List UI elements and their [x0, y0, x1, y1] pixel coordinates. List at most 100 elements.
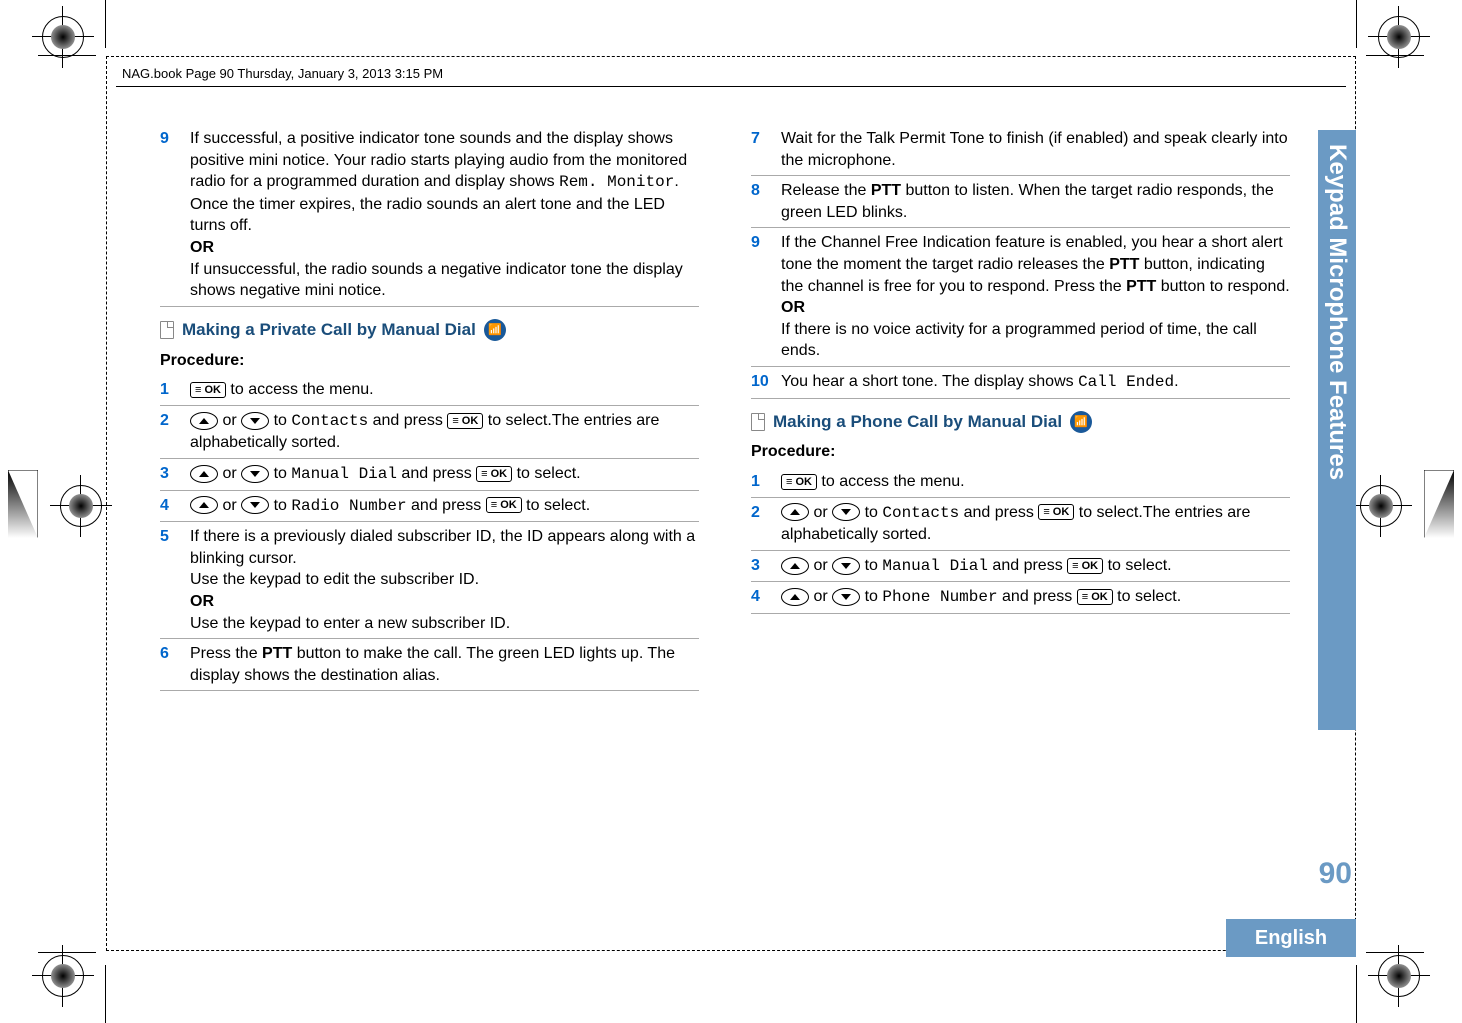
ok-key-icon: ≡ OK [447, 413, 483, 429]
text: to [269, 412, 291, 429]
text: Use the keypad to enter a new subscriber… [190, 615, 510, 632]
text: to [269, 465, 291, 482]
up-key-icon [781, 557, 809, 575]
step-5: 5 If there is a previously dialed subscr… [160, 521, 699, 638]
ok-key-icon: ≡ OK [486, 497, 522, 513]
crop-mark [1366, 952, 1424, 953]
mono-text: Contacts [291, 412, 368, 430]
text: Release the [781, 182, 871, 199]
mono-text: Manual Dial [882, 557, 988, 575]
text: You hear a short tone. The display shows [781, 373, 1078, 390]
step-body: or to Manual Dial and press ≡ OK to sele… [781, 555, 1290, 578]
step-body: Wait for the Talk Permit Tone to finish … [781, 128, 1290, 171]
text: to select. [1113, 588, 1181, 605]
crop-mark [105, 965, 106, 1023]
text: to [860, 588, 882, 605]
step-3r: 3 or to Manual Dial and press ≡ OK to se… [751, 550, 1290, 582]
step-9: 9 If successful, a positive indicator to… [160, 124, 699, 306]
step-num: 5 [160, 526, 180, 634]
header-line [116, 86, 1346, 87]
up-key-icon [190, 496, 218, 514]
text: to select. [1103, 557, 1171, 574]
text: or [809, 557, 832, 574]
ok-key-icon: ≡ OK [1038, 504, 1074, 520]
mono-text: Call Ended [1078, 373, 1174, 391]
crop-mark [1356, 0, 1357, 48]
crop-mark [1366, 55, 1424, 56]
section-title-private: Making a Private Call by Manual Dial 📶 [160, 319, 699, 342]
or-label: OR [190, 593, 214, 610]
grayscale-bar-icon [8, 470, 38, 538]
text: button to respond. [1156, 278, 1289, 295]
step-2r: 2 or to Contacts and press ≡ OK to selec… [751, 497, 1290, 550]
page-icon [160, 321, 174, 339]
step-body: or to Manual Dial and press ≡ OK to sele… [190, 463, 699, 486]
procedure-label: Procedure: [160, 350, 699, 372]
text: to select. [512, 465, 580, 482]
mono-text: Contacts [882, 504, 959, 522]
step-body: If there is a previously dialed subscrib… [190, 526, 699, 634]
procedure-label: Procedure: [751, 441, 1290, 463]
text: or [218, 465, 241, 482]
reg-mark [42, 955, 84, 997]
language-bar: English [1226, 919, 1356, 957]
step-body: If successful, a positive indicator tone… [190, 128, 699, 302]
mono-text: Rem. Monitor [559, 173, 674, 191]
up-key-icon [190, 465, 218, 483]
or-label: OR [781, 299, 805, 316]
text: and press [959, 504, 1038, 521]
crop-mark [38, 55, 96, 56]
text: or [809, 504, 832, 521]
text: or [809, 588, 832, 605]
text: and press [368, 412, 447, 429]
text: to access the menu. [226, 381, 374, 398]
text: or [218, 497, 241, 514]
step-4r: 4 or to Phone Number and press ≡ OK to s… [751, 581, 1290, 613]
step-8: 8 Release the PTT button to listen. When… [751, 175, 1290, 227]
reg-mark [1378, 955, 1420, 997]
mono-text: Manual Dial [291, 465, 397, 483]
up-key-icon [781, 503, 809, 521]
step-num: 10 [751, 371, 771, 394]
title-text: Making a Private Call by Manual Dial [182, 319, 476, 342]
down-key-icon [241, 465, 269, 483]
divider [160, 306, 699, 307]
text: If there is a previously dialed subscrib… [190, 528, 695, 567]
step-4: 4 or to Radio Number and press ≡ OK to s… [160, 490, 699, 522]
step-body: or to Contacts and press ≡ OK to select.… [190, 410, 699, 454]
divider [160, 690, 699, 691]
mono-text: Phone Number [882, 588, 997, 606]
text: and press [988, 557, 1067, 574]
text: . [674, 173, 678, 190]
text: to select. [522, 497, 590, 514]
step-3: 3 or to Manual Dial and press ≡ OK to se… [160, 458, 699, 490]
section-title-phone: Making a Phone Call by Manual Dial 📶 [751, 411, 1290, 434]
step-body: ≡ OK to access the menu. [781, 471, 1290, 493]
ok-key-icon: ≡ OK [781, 474, 817, 490]
ptt-label: PTT [871, 182, 901, 199]
ok-key-icon: ≡ OK [1077, 589, 1113, 605]
text: and press [407, 497, 486, 514]
step-num: 8 [751, 180, 771, 223]
text: Press the [190, 645, 262, 662]
text: and press [998, 588, 1077, 605]
page-number: 90 [1319, 857, 1352, 891]
step-1r: 1 ≡ OK to access the menu. [751, 467, 1290, 497]
header-text: NAG.book Page 90 Thursday, January 3, 20… [122, 66, 443, 81]
down-key-icon [832, 557, 860, 575]
step-7: 7 Wait for the Talk Permit Tone to finis… [751, 124, 1290, 175]
divider [751, 398, 1290, 399]
step-6: 6 Press the PTT button to make the call.… [160, 638, 699, 690]
text: If unsuccessful, the radio sounds a nega… [190, 261, 683, 300]
reg-mark [60, 485, 102, 527]
step-num: 7 [751, 128, 771, 171]
step-body: You hear a short tone. The display shows… [781, 371, 1290, 394]
down-key-icon [241, 412, 269, 430]
step-num: 6 [160, 643, 180, 686]
down-key-icon [832, 588, 860, 606]
step-2: 2 or to Contacts and press ≡ OK to selec… [160, 405, 699, 458]
up-key-icon [190, 412, 218, 430]
down-key-icon [241, 496, 269, 514]
crop-mark [105, 0, 106, 48]
step-1: 1 ≡ OK to access the menu. [160, 375, 699, 405]
